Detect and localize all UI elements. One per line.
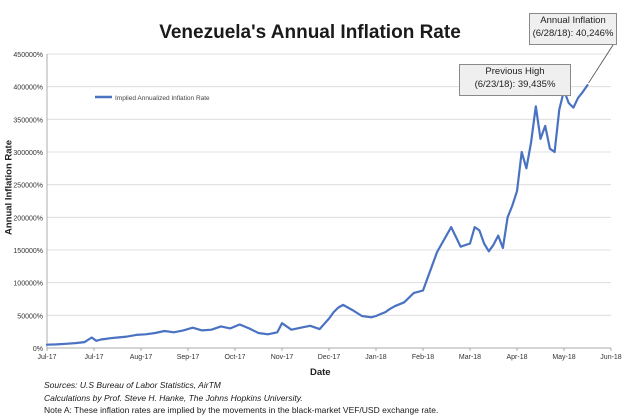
legend-label: Implied Annualized Inflation Rate	[115, 95, 210, 102]
annual-inflation-callout-title: Annual Inflation	[540, 15, 606, 26]
x-tick-label: Apr-18	[506, 354, 527, 361]
annual-inflation-callout: Annual Inflation (6/28/18): 40,246%	[529, 13, 617, 45]
y-tick-label: 250000%	[13, 183, 43, 190]
sources-note: Sources: U.S Bureau of Labor Statistics,…	[44, 380, 221, 390]
previous-high-callout-title: Previous High	[485, 66, 545, 77]
y-tick-label: 150000%	[13, 248, 43, 255]
chart-notes: Sources: U.S Bureau of Labor Statistics,…	[44, 379, 438, 417]
note-a: Note A: These inflation rates are implie…	[44, 405, 439, 415]
calculations-note: Calculations by Prof. Steve H. Hanke, Th…	[44, 392, 303, 403]
x-tick-label: Jun-18	[600, 354, 622, 361]
x-axis-label: Date	[310, 367, 331, 378]
y-tick-label: 200000%	[13, 215, 43, 222]
x-tick-label: Sep-17	[177, 354, 200, 361]
x-tick-label: Dec-17	[318, 354, 341, 361]
y-tick-label: 300000%	[13, 150, 43, 157]
annual-inflation-callout-value: (6/28/18): 40,246%	[532, 28, 614, 39]
axes	[46, 54, 612, 351]
x-tick-label: Jan-18	[365, 354, 387, 361]
x-tick-label: Nov-17	[271, 354, 294, 361]
previous-high-callout: Previous High (6/23/18): 39,435%	[459, 64, 571, 96]
x-tick-label: Mar-18	[459, 354, 481, 361]
legend: Implied Annualized Inflation Rate	[95, 95, 210, 102]
x-tick-label: Oct-17	[224, 354, 245, 361]
chart-title: Venezuela's Annual Inflation Rate	[159, 22, 461, 43]
y-tick-labels: 0% 50000% 100000% 150000% 200000% 250000% 3000…	[13, 52, 43, 353]
y-tick-label: 350000%	[13, 117, 43, 124]
x-tick-label: Feb-18	[412, 354, 434, 361]
x-tick-label: Aug-17	[130, 354, 153, 361]
annual-inflation-pointer	[588, 44, 614, 84]
series-line-0	[45, 83, 589, 346]
series-layer	[45, 83, 589, 346]
x-tick-labels: Jul-17 Jul-17 Aug-17 Sep-17 Oct-17 Nov-17 Dec-…	[37, 354, 621, 361]
y-axis-label: Annual Inflation Rate	[3, 140, 15, 235]
y-tick-label: 100000%	[13, 281, 43, 288]
y-tick-label: 0%	[33, 346, 43, 353]
gridlines	[47, 53, 611, 349]
x-tick-label: Jul-17	[84, 354, 103, 361]
previous-high-callout-value: (6/23/18): 39,435%	[474, 79, 556, 90]
x-tick-label: May-18	[552, 354, 575, 361]
y-tick-label: 400000%	[13, 85, 43, 92]
y-tick-label: 50000%	[17, 313, 43, 320]
x-tick-label: Jul-17	[37, 354, 56, 361]
y-tick-label: 450000%	[13, 52, 43, 59]
